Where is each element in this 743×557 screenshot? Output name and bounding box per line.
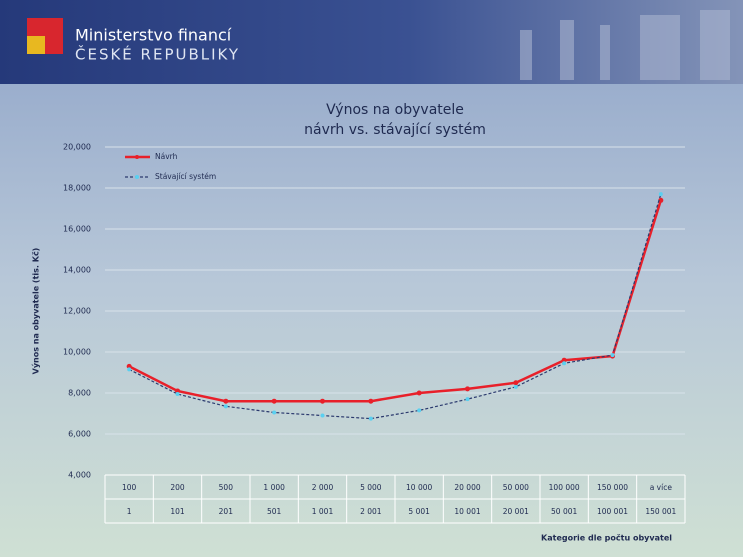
- point: [272, 410, 277, 415]
- point: [368, 398, 374, 404]
- y-tick-label: 12,000: [63, 307, 91, 316]
- x-axis-label: Kategorie dle počtu obyvatel: [541, 533, 672, 543]
- point: [368, 416, 373, 421]
- legend-label: Stávající systém: [155, 172, 216, 181]
- building-decoration: [520, 10, 730, 80]
- x-tick-label-lower: 201: [219, 507, 234, 516]
- x-tick-label: 100 000: [549, 483, 580, 492]
- x-tick-label: 5 000: [360, 483, 382, 492]
- point: [513, 380, 519, 386]
- point: [416, 390, 422, 396]
- x-tick-label-lower: 1: [127, 507, 132, 516]
- x-tick-label: a více: [650, 483, 673, 492]
- point: [271, 398, 277, 404]
- point: [175, 388, 180, 394]
- x-tick-label: 200: [170, 483, 185, 492]
- x-tick-label-lower: 100 001: [597, 507, 628, 516]
- x-tick-label: 2 000: [312, 483, 334, 492]
- x-tick-label-lower: 1 001: [312, 507, 334, 516]
- x-tick-label-lower: 150 001: [645, 507, 676, 516]
- y-tick-label: 10,000: [63, 348, 91, 357]
- point: [223, 404, 228, 409]
- x-tick-label-lower: 5 001: [408, 507, 430, 516]
- point: [658, 192, 663, 197]
- x-tick-label: 1 000: [263, 483, 285, 492]
- point: [561, 357, 567, 363]
- y-tick-label: 18,000: [63, 184, 91, 193]
- x-tick-label-lower: 501: [267, 507, 282, 516]
- series-line: [128, 199, 663, 403]
- y-tick-label: 4,000: [68, 471, 91, 480]
- point: [175, 392, 180, 397]
- point: [417, 408, 422, 413]
- point: [126, 363, 132, 369]
- point: [127, 367, 132, 372]
- x-tick-label: 500: [219, 483, 234, 492]
- chart-title: návrh vs. stávající systém: [304, 122, 486, 138]
- chart-title: Výnos na obyvatele: [326, 102, 464, 118]
- y-axis-label: Výnos na obyvatele (tis. Kč): [31, 248, 41, 375]
- point: [223, 398, 229, 404]
- x-tick-label: 20 000: [454, 483, 480, 492]
- x-tick-label: 50 000: [503, 483, 529, 492]
- y-tick-label: 16,000: [63, 225, 91, 234]
- x-tick-label: 150 000: [597, 483, 628, 492]
- legend-marker: [135, 175, 139, 179]
- header-line2: ČESKÉ REPUBLIKY: [75, 45, 240, 64]
- point: [610, 353, 615, 358]
- x-tick-label: 10 000: [406, 483, 432, 492]
- point: [465, 397, 470, 402]
- x-tick-label-lower: 20 001: [503, 507, 529, 516]
- x-tick-label: 100: [122, 483, 137, 492]
- point: [320, 398, 325, 404]
- y-tick-label: 20,000: [63, 143, 91, 152]
- x-tick-label-lower: 10 001: [454, 507, 480, 516]
- legend-label: Návrh: [155, 152, 178, 161]
- logo: [27, 18, 63, 54]
- y-tick-label: 14,000: [63, 266, 91, 275]
- x-tick-label-lower: 50 001: [551, 507, 577, 516]
- point: [465, 386, 470, 392]
- header-line1: Ministerstvo financí: [75, 26, 232, 45]
- point: [320, 413, 325, 418]
- legend-marker: [135, 155, 139, 159]
- series-line: [128, 193, 662, 420]
- header-band: [0, 0, 743, 84]
- point: [513, 384, 518, 389]
- y-tick-label: 8,000: [68, 389, 91, 398]
- point: [562, 361, 567, 366]
- point: [658, 197, 664, 203]
- x-tick-label-lower: 101: [170, 507, 185, 516]
- y-tick-label: 6,000: [68, 430, 91, 439]
- x-tick-label-lower: 2 001: [360, 507, 382, 516]
